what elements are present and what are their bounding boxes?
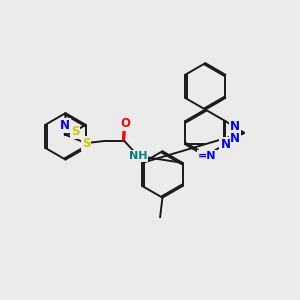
- Text: S: S: [71, 124, 80, 138]
- Text: N: N: [60, 119, 70, 132]
- Text: N: N: [230, 132, 240, 145]
- Text: N: N: [220, 138, 230, 151]
- Text: N: N: [230, 120, 240, 134]
- Text: S: S: [82, 137, 90, 150]
- Text: O: O: [120, 117, 130, 130]
- Text: N: N: [220, 138, 230, 151]
- Text: N: N: [200, 149, 210, 162]
- Text: NH: NH: [129, 151, 147, 161]
- Text: =N: =N: [197, 151, 216, 161]
